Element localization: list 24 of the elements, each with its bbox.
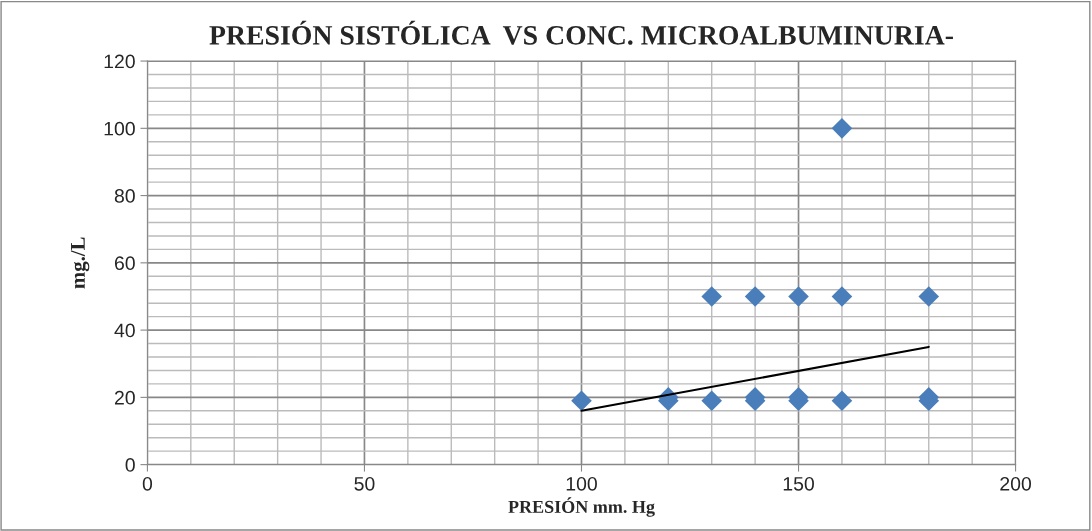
x-tick-label: 0 bbox=[142, 476, 153, 491]
point bbox=[744, 286, 766, 307]
y-tick-label: 0 bbox=[125, 458, 135, 472]
y-tick-label: 120 bbox=[104, 54, 135, 69]
y-tick-label: 60 bbox=[114, 256, 135, 271]
x-axis-title: PRESIÓN mm. Hg bbox=[508, 497, 655, 517]
point bbox=[788, 286, 809, 307]
x-tick-label: 50 bbox=[354, 476, 375, 491]
point bbox=[571, 390, 592, 412]
y-axis-title: mg./L bbox=[70, 237, 90, 289]
chart-title: PRESIÓN SISTÓLICA VS CONC. MICROALBUMINURIA- bbox=[209, 20, 953, 45]
point bbox=[701, 390, 723, 412]
x-tick-label: 100 bbox=[566, 476, 597, 491]
point bbox=[831, 390, 853, 412]
y-tick-label: 100 bbox=[104, 121, 135, 136]
y-tick-label: 80 bbox=[114, 189, 135, 203]
point bbox=[918, 286, 940, 307]
y-tick-label: 20 bbox=[114, 390, 135, 405]
point bbox=[831, 118, 853, 139]
point bbox=[701, 286, 723, 307]
x-tick-label: 150 bbox=[783, 476, 814, 491]
y-tick-label: 40 bbox=[114, 323, 135, 338]
x-tick-label: 200 bbox=[1000, 476, 1032, 491]
point bbox=[831, 286, 853, 307]
